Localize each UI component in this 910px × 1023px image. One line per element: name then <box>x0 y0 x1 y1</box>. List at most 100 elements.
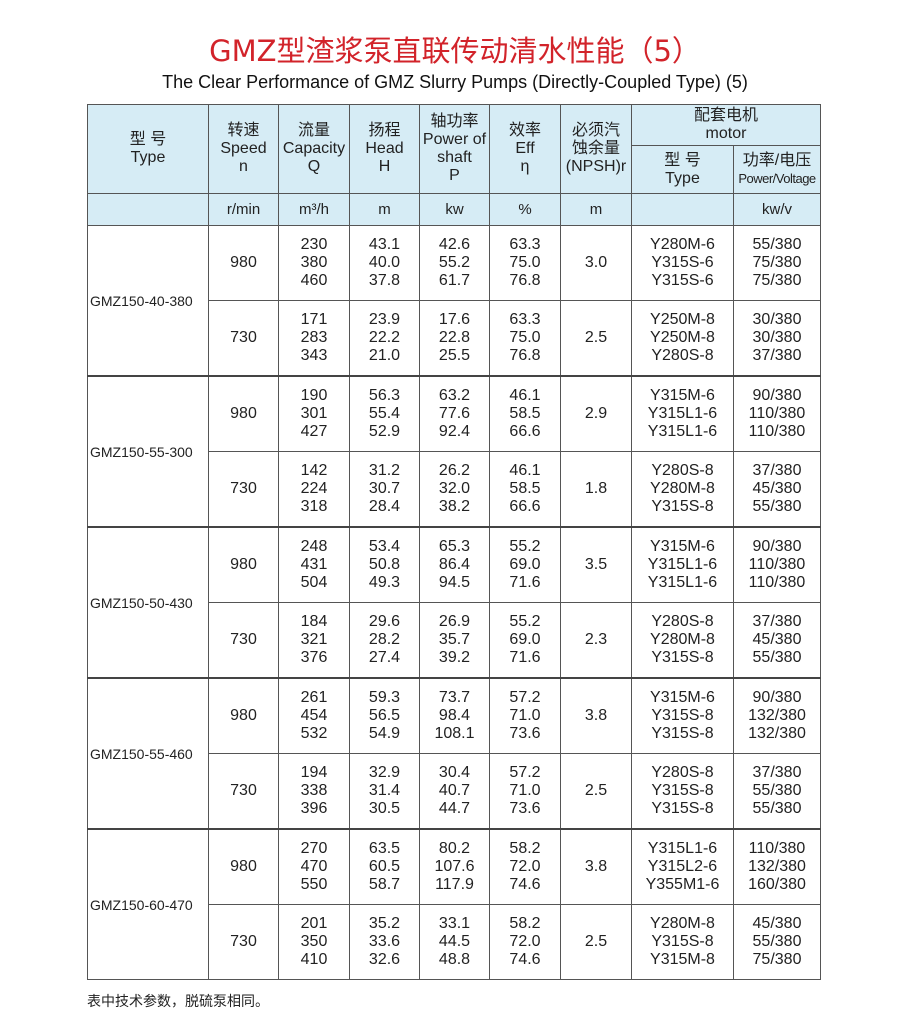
header-speed: 转速 Speed n <box>208 104 279 194</box>
motor-type-value: Y315S-6 <box>651 254 714 271</box>
motor-type-value: Y315S-8 <box>651 782 714 799</box>
speed: 730 <box>208 904 279 980</box>
motor-power-voltage: 37/380 45/380 55/380 <box>732 451 822 528</box>
shaft-power: 73.7 98.4 108.1 <box>419 677 490 754</box>
shaft-power-value: 48.8 <box>438 951 471 968</box>
header-type: 型 号 Type <box>87 104 209 194</box>
head-value: 56.5 <box>368 707 401 724</box>
shaft-power-value: 26.9 <box>438 613 471 630</box>
capacity: 194 338 396 <box>278 753 350 830</box>
head-value: 30.5 <box>368 800 401 817</box>
speed: 980 <box>208 225 279 301</box>
motor-type-value: Y315M-8 <box>650 951 715 968</box>
pump-type: GMZ150-50-430 <box>87 526 209 679</box>
head-value: 49.3 <box>368 574 401 591</box>
shaft-power: 33.1 44.5 48.8 <box>419 904 490 980</box>
efficiency-value: 69.0 <box>509 631 541 648</box>
motor-power-voltage-value: 37/380 <box>752 764 802 781</box>
shaft-power-value: 108.1 <box>434 725 475 742</box>
capacity-value: 270 <box>300 840 328 857</box>
shaft-power-value: 17.6 <box>438 311 471 328</box>
shaft-power-value: 86.4 <box>438 556 471 573</box>
shaft-power-value: 42.6 <box>438 236 471 253</box>
capacity-value: 224 <box>300 480 328 497</box>
shaft-power-value: 61.7 <box>438 272 471 289</box>
head-value: 56.3 <box>368 387 401 404</box>
page-subtitle: The Clear Performance of GMZ Slurry Pump… <box>162 72 748 92</box>
efficiency: 58.2 72.0 74.6 <box>489 828 561 905</box>
capacity-value: 350 <box>300 933 328 950</box>
capacity: 171 283 343 <box>278 300 350 377</box>
efficiency-value: 72.0 <box>509 933 541 950</box>
motor-type-value: Y315M-6 <box>650 538 715 555</box>
npsh: 1.8 <box>560 451 632 528</box>
motor-power-voltage-value: 45/380 <box>752 915 802 932</box>
motor-type-value: Y280S-8 <box>651 462 714 479</box>
shaft-power: 63.2 77.6 92.4 <box>419 375 490 452</box>
capacity-value: 532 <box>300 725 328 742</box>
speed: 980 <box>208 375 279 452</box>
capacity-value: 301 <box>300 405 328 422</box>
table-row: 730 142 224 318 31.2 30.7 28.4 26.2 32.0 38.2 46.1… <box>88 451 822 528</box>
head: 63.5 60.5 58.7 <box>349 828 420 905</box>
efficiency-value: 46.1 <box>509 462 541 479</box>
motor-type-value: Y315L1-6 <box>647 423 718 440</box>
header-line: 轴功率 <box>430 113 479 130</box>
motor-power-voltage: 90/380 110/380 110/380 <box>732 526 822 603</box>
motor-power-voltage-value: 37/380 <box>752 347 802 364</box>
motor-power-voltage-value: 110/380 <box>748 574 806 591</box>
shaft-power-value: 39.2 <box>438 649 471 666</box>
motor-power-voltage-value: 45/380 <box>752 480 802 497</box>
efficiency-value: 76.8 <box>509 347 541 364</box>
header-motor-power-voltage: 功率/电压 Power/Voltage <box>732 145 822 194</box>
shaft-power-value: 92.4 <box>438 423 471 440</box>
motor-power-voltage-value: 37/380 <box>752 462 802 479</box>
speed: 980 <box>208 828 279 905</box>
performance-table: 型 号 Type 转速 Speed n 流量 Capacity Q 扬程 Head H 轴功率… <box>87 104 822 980</box>
table-row: 730 171 283 343 23.9 22.2 21.0 17.6 22.8 25.5 63.3… <box>88 300 822 377</box>
motor-power-voltage-value: 132/380 <box>748 858 806 875</box>
head-value: 60.5 <box>368 858 401 875</box>
efficiency-value: 66.6 <box>509 423 541 440</box>
table-row: 730 184 321 376 29.6 28.2 27.4 26.9 35.7 39.2 55.2… <box>88 602 822 679</box>
shaft-power-value: 30.4 <box>438 764 471 781</box>
shaft-power-value: 65.3 <box>438 538 471 555</box>
pump-type: GMZ150-40-380 <box>87 225 209 377</box>
capacity-value: 321 <box>300 631 328 648</box>
capacity-value: 201 <box>300 915 328 932</box>
header-power: 轴功率 Power of shaft P <box>419 104 490 194</box>
motor-power-voltage-value: 132/380 <box>748 725 806 742</box>
motor-power-voltage-value: 75/380 <box>752 272 802 289</box>
npsh: 2.9 <box>560 375 632 452</box>
head-value: 37.8 <box>368 272 401 289</box>
shaft-power-value: 25.5 <box>438 347 471 364</box>
head-value: 55.4 <box>368 405 401 422</box>
header-line: 流量 <box>297 122 330 139</box>
motor-power-voltage-value: 110/380 <box>748 405 806 422</box>
motor-power-voltage-value: 132/380 <box>748 707 806 724</box>
motor-power-voltage: 90/380 132/380 132/380 <box>732 677 822 754</box>
npsh: 3.8 <box>560 677 632 754</box>
header-line: 效率 <box>508 122 541 139</box>
shaft-power-value: 73.7 <box>438 689 471 706</box>
motor-power-voltage: 30/380 30/380 37/380 <box>732 300 822 377</box>
motor-power-voltage-value: 75/380 <box>752 951 802 968</box>
motor-power-voltage-value: 90/380 <box>752 689 802 706</box>
capacity: 201 350 410 <box>278 904 350 980</box>
capacity-value: 454 <box>300 707 328 724</box>
capacity-value: 230 <box>300 236 328 253</box>
head-value: 58.7 <box>368 876 401 893</box>
capacity-value: 338 <box>300 782 328 799</box>
efficiency-value: 75.0 <box>509 254 541 271</box>
head: 32.9 31.4 30.5 <box>349 753 420 830</box>
motor-type: Y315M-6 Y315S-8 Y315S-8 <box>631 677 734 754</box>
header-line: 型 号 <box>664 151 701 169</box>
motor-type-value: Y315L1-6 <box>647 556 718 573</box>
motor-power-voltage-value: 55/380 <box>752 498 802 515</box>
motor-type: Y315M-6 Y315L1-6 Y315L1-6 <box>631 526 734 603</box>
head-value: 32.9 <box>368 764 401 781</box>
capacity-value: 427 <box>300 423 328 440</box>
head-value: 53.4 <box>368 538 401 555</box>
head: 43.1 40.0 37.8 <box>349 225 420 301</box>
npsh: 2.5 <box>560 904 632 980</box>
